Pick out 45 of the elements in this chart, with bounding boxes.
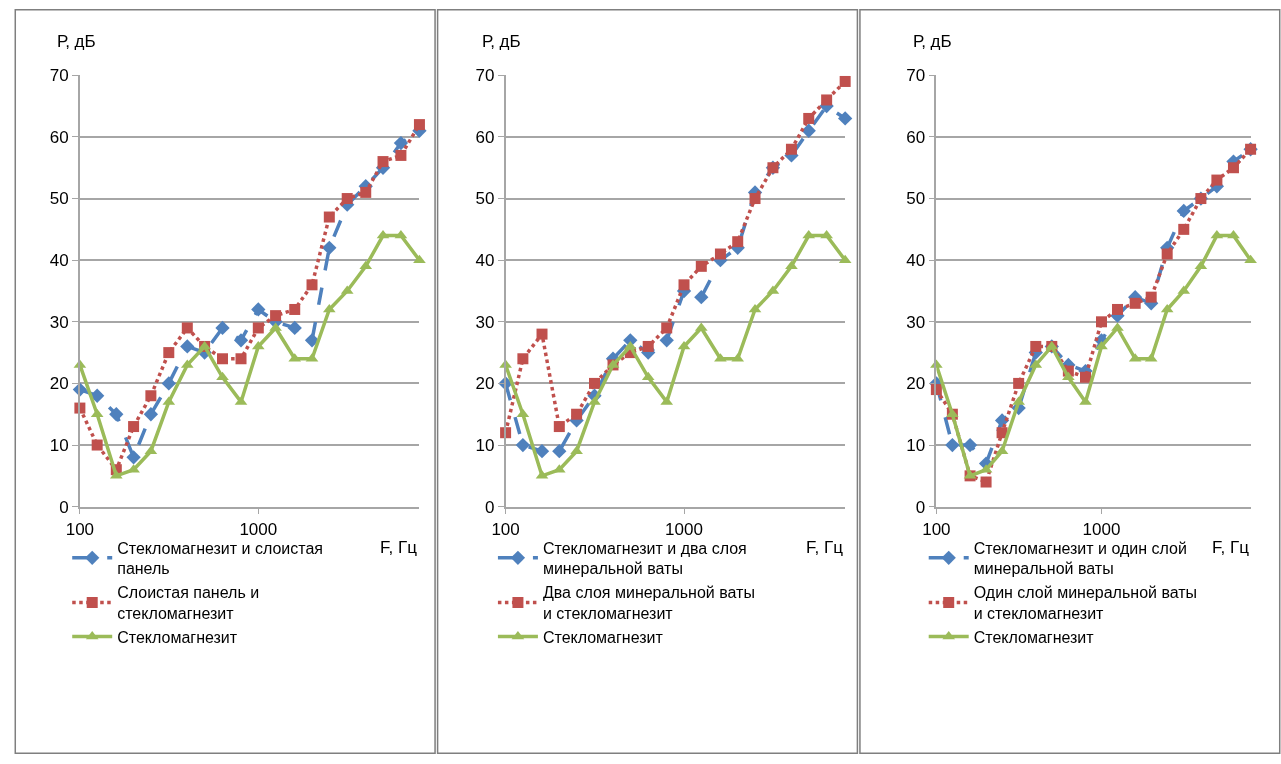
- y-tick-label: 40: [475, 251, 495, 271]
- y-tick-label: 50: [906, 189, 926, 209]
- legend-label: Стекломагнезит и два слоя минеральной ваты: [542, 539, 747, 578]
- y-tick-label: 30: [475, 312, 495, 332]
- y-tick-label: 20: [475, 374, 495, 394]
- y-tick-label: 30: [49, 312, 69, 332]
- y-tick-label: 0: [915, 497, 926, 517]
- y-tick-label: 10: [906, 435, 926, 455]
- legend-label: Стекломагнезит: [542, 628, 664, 646]
- y-tick-label: 50: [475, 189, 495, 209]
- y-axis-title: Р, дБ: [913, 32, 952, 51]
- legend-label: Стекломагнезит: [117, 628, 238, 646]
- y-tick-label: 0: [484, 497, 495, 517]
- y-tick-label: 40: [906, 251, 926, 271]
- x-tick-label: 100: [491, 519, 520, 539]
- legend-label: Стекломагнезит и один слой минеральной ваты: [973, 539, 1187, 578]
- legend-label: Два слоя минеральной ваты и стекломагнезит: [542, 584, 755, 623]
- x-tick-label: 1000: [239, 519, 278, 539]
- y-axis-title: Р, дБ: [57, 32, 96, 51]
- y-tick-label: 70: [906, 66, 926, 86]
- y-tick-label: 60: [475, 127, 495, 147]
- x-tick-label: 1000: [665, 519, 703, 539]
- y-tick-label: 70: [49, 66, 69, 86]
- x-tick-label: 100: [922, 519, 951, 539]
- legend-label: Стекломагнезит: [973, 628, 1095, 646]
- x-axis-title: F, Гц: [1212, 538, 1250, 557]
- legend-label: Один слой минеральной ваты и стекломагнезит: [973, 584, 1198, 623]
- x-axis-title: F, Гц: [806, 538, 844, 557]
- x-tick-label: 1000: [1082, 519, 1121, 539]
- y-tick-label: 60: [49, 127, 69, 147]
- y-tick-label: 10: [475, 435, 495, 455]
- x-axis-title: F, Гц: [380, 538, 418, 557]
- x-tick-label: 100: [65, 519, 95, 539]
- y-tick-label: 60: [906, 127, 926, 147]
- y-tick-label: 70: [475, 66, 495, 86]
- legend-label: Слоистая панель и стекломагнезит: [117, 584, 260, 623]
- y-tick-label: 20: [906, 374, 926, 394]
- y-tick-label: 30: [906, 312, 926, 332]
- y-axis-title: Р, дБ: [482, 32, 521, 51]
- y-tick-label: 20: [49, 374, 69, 394]
- y-tick-label: 50: [49, 189, 69, 209]
- y-tick-label: 10: [49, 435, 69, 455]
- y-tick-label: 0: [59, 497, 69, 517]
- legend-label: Стекломагнезит и слоистая панель: [117, 539, 324, 578]
- y-tick-label: 40: [49, 251, 69, 271]
